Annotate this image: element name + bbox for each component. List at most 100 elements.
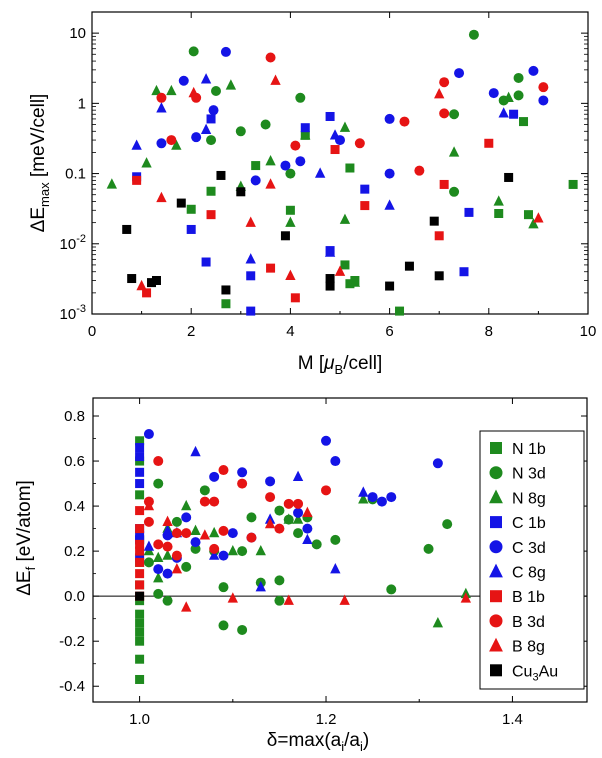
top-point-N-triangle <box>106 178 118 189</box>
bottom-point-B-circle <box>283 498 294 509</box>
top-point-C-square <box>464 207 474 217</box>
top-point-B-circle <box>166 135 177 146</box>
top-point-Cu3Au-square <box>147 278 157 288</box>
bottom-point-C-triangle <box>255 580 266 592</box>
top-point-C-square <box>206 114 216 124</box>
top-point-N-circle <box>188 46 199 57</box>
top-point-N-circle <box>468 29 479 40</box>
bottom-point-N-triangle <box>432 617 444 628</box>
top-point-C-triangle <box>314 167 326 178</box>
bottom-point-N-triangle <box>153 551 164 563</box>
bottom-point-C-square <box>135 452 145 462</box>
top-point-Cu3Au-square <box>404 261 414 271</box>
legend-marker-B-square <box>490 590 502 603</box>
bottom-x-axis-label: δ=max(ai/ai) <box>267 730 369 754</box>
bottom-point-B-circle <box>293 498 304 509</box>
bottom-point-B-square <box>135 546 145 556</box>
top-point-B-circle <box>439 108 450 119</box>
bottom-point-N-square <box>135 456 145 466</box>
top-point-B-square <box>434 231 444 241</box>
top-point-N-circle <box>449 186 460 197</box>
bottom-point-B-circle <box>209 496 220 507</box>
top-point-N-square <box>519 117 529 127</box>
bottom-point-N-square <box>135 490 145 500</box>
top-point-N-triangle <box>339 213 351 224</box>
bottom-x-tick-label: 1.4 <box>502 711 523 728</box>
legend: N 1b N 3d N 8g C 1b C 3d C 8g B 1b B 3d B 8g Cu3A… <box>479 430 585 690</box>
top-points <box>106 29 578 316</box>
bottom-point-C-square <box>135 553 145 563</box>
bottom-point-B-square <box>135 524 145 534</box>
bottom-point-N-circle <box>237 624 248 635</box>
bottom-y-tick-label: 0.4 <box>64 498 85 515</box>
bottom-x-tick-label: 1.2 <box>316 711 337 728</box>
bottom-point-C-circle <box>330 456 341 467</box>
top-x-tick-label: 0 <box>88 323 96 340</box>
top-point-N-square <box>523 210 533 220</box>
top-point-N-circle <box>449 109 460 120</box>
top-point-N-triangle <box>141 157 152 168</box>
bottom-point-N-square <box>135 636 145 646</box>
bottom-point-B-circle <box>171 528 182 539</box>
top-point-N-circle <box>285 168 296 179</box>
bottom-point-N-circle <box>181 561 192 572</box>
bottom-point-C-circle <box>265 476 276 487</box>
top-point-C-circle <box>528 65 539 76</box>
bottom-point-C-circle <box>386 492 397 503</box>
bottom-point-N-circle <box>423 543 434 554</box>
bottom-y-ticks: -0.4 -0.2 0.0 0.2 0.4 0.6 0.8 <box>59 408 587 695</box>
top-point-C-triangle <box>200 73 212 84</box>
bottom-point-C-circle <box>367 492 378 503</box>
bottom-point-B-circle <box>237 478 248 489</box>
top-point-N-square <box>221 299 231 309</box>
top-point-B-triangle <box>156 191 167 203</box>
top-point-C-triangle <box>156 102 167 113</box>
top-point-N-circle <box>235 126 246 137</box>
top-point-B-square <box>206 210 216 220</box>
bottom-point-N-triangle <box>292 513 304 524</box>
top-point-B-triangle <box>285 269 296 280</box>
top-point-C-circle <box>191 132 202 143</box>
bottom-point-C-circle <box>218 550 229 561</box>
top-point-N-triangle <box>528 218 539 229</box>
bottom-point-N-circle <box>330 534 341 545</box>
bottom-point-B-circle <box>199 496 210 507</box>
top-point-C-circle <box>295 156 306 167</box>
legend-label: Cu3Au <box>512 663 558 683</box>
bottom-point-B-circle <box>181 528 192 539</box>
top-point-B-circle <box>354 138 365 149</box>
bottom-point-B-circle <box>209 543 220 554</box>
top-point-N-square <box>206 186 216 196</box>
bottom-point-N-circle <box>237 546 248 557</box>
bottom-point-C-square <box>135 467 145 477</box>
top-point-Cu3Au-square <box>325 274 335 284</box>
bottom-point-N-circle <box>246 512 257 523</box>
bottom-point-C-circle <box>190 537 201 548</box>
bottom-point-B-circle <box>143 516 154 527</box>
top-point-N-triangle <box>493 195 504 206</box>
bottom-point-B-triangle <box>162 515 173 527</box>
top-point-N-square <box>395 306 405 316</box>
top-y-axis-label: ΔEmax [meV/cell] <box>28 94 52 233</box>
top-y-tick-label: 10-2 <box>60 233 86 253</box>
top-point-Cu3Au-square <box>434 271 444 281</box>
bottom-point-B-triangle <box>199 529 211 540</box>
bottom-point-N-circle <box>293 528 304 539</box>
bottom-point-N-square <box>135 436 145 446</box>
legend-marker-N-circle <box>489 466 503 480</box>
bottom-point-B-triangle <box>302 506 313 518</box>
top-point-B-square <box>266 263 276 273</box>
bottom-point-B-triangle <box>460 592 472 603</box>
bottom-point-N-circle <box>274 505 285 516</box>
bottom-point-N-square <box>135 596 145 606</box>
top-y-tick-label: 0.1 <box>65 166 86 183</box>
top-y-tick-label: 10 <box>69 25 86 42</box>
top-point-N-triangle <box>503 91 514 102</box>
legend-marker-B-triangle <box>489 637 503 652</box>
bottom-point-N-triangle <box>190 524 201 536</box>
bottom-point-B-square <box>135 580 145 590</box>
top-point-C-square <box>246 271 256 281</box>
bottom-point-C-triangle <box>208 549 220 560</box>
bottom-x-tick-label: 1.0 <box>129 711 150 728</box>
